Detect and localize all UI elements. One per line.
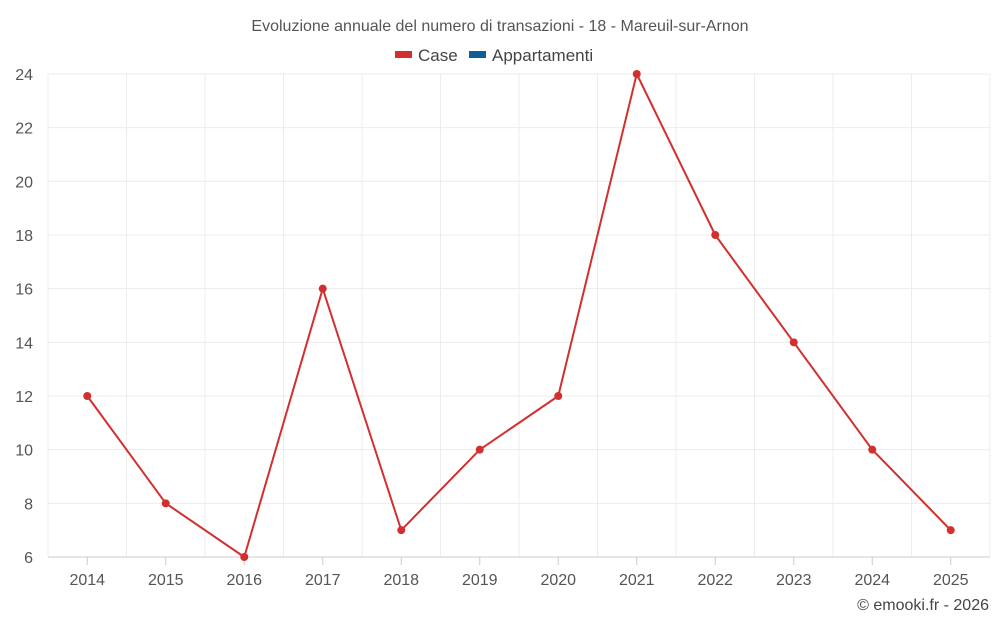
y-tick-label: 20 [15,174,33,191]
x-tick-label: 2017 [305,572,341,589]
legend: Case Appartamenti [395,46,593,65]
x-tick-label: 2023 [776,572,812,589]
x-tick-label: 2021 [619,572,655,589]
data-point[interactable] [711,231,720,239]
data-point[interactable] [161,499,170,508]
legend-label[interactable]: Appartamenti [492,46,593,65]
legend-swatch [469,51,486,58]
data-point[interactable] [83,392,92,400]
y-tick-label: 16 [15,282,33,299]
x-tick-label: 2019 [462,572,498,589]
data-point[interactable] [946,526,955,535]
data-point[interactable] [397,526,406,535]
y-tick-label: 24 [15,67,33,84]
x-tick-label: 2024 [854,572,890,589]
series-line [86,73,952,558]
data-point[interactable] [240,553,249,561]
y-tick-label: 12 [15,389,33,406]
grid [47,73,991,558]
legend-swatch [395,51,412,58]
chart-title: Evoluzione annuale del numero di transaz… [251,18,748,35]
series-layer [83,70,955,561]
y-tick-label: 22 [15,121,33,138]
data-point[interactable] [475,445,484,454]
y-tick-label: 6 [24,550,33,567]
y-tick-label: 18 [15,228,33,245]
data-point[interactable] [318,284,327,293]
y-tick-label: 14 [15,335,33,352]
footer-credit: © emooki.fr - 2026 [857,597,989,614]
x-tick-label: 2022 [697,572,733,589]
x-tick-label: 2018 [383,572,419,589]
y-tick-label: 8 [24,496,33,513]
data-point[interactable] [554,392,563,400]
x-tick-label: 2025 [933,572,969,589]
x-tick-label: 2020 [540,572,576,589]
x-tick-label: 2014 [69,572,105,589]
y-tick-label: 10 [15,443,33,460]
data-point[interactable] [632,70,641,78]
x-tick-label: 2015 [148,572,184,589]
data-point[interactable] [789,338,798,347]
x-tick-label: 2016 [226,572,262,589]
legend-label[interactable]: Case [418,46,458,65]
data-point[interactable] [868,445,877,454]
